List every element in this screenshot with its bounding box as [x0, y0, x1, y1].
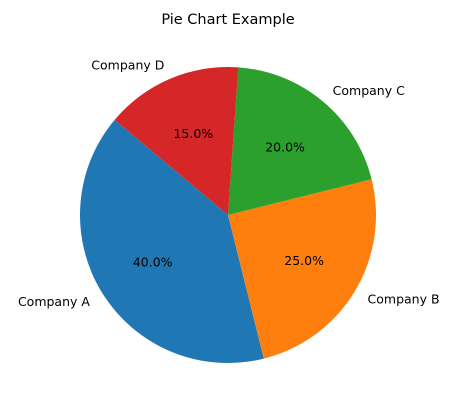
- pie-slices: [80, 67, 376, 363]
- percent-label-company-c: 20.0%: [265, 139, 305, 154]
- category-label-company-d: Company D: [91, 58, 164, 73]
- percent-label-company-d: 15.0%: [173, 126, 213, 141]
- category-label-company-c: Company C: [333, 83, 405, 98]
- percent-label-company-b: 25.0%: [284, 253, 324, 268]
- category-label-company-a: Company A: [18, 294, 90, 309]
- category-label-company-b: Company B: [368, 291, 440, 306]
- percent-label-company-a: 40.0%: [133, 255, 173, 270]
- chart-title: Pie Chart Example: [161, 12, 294, 28]
